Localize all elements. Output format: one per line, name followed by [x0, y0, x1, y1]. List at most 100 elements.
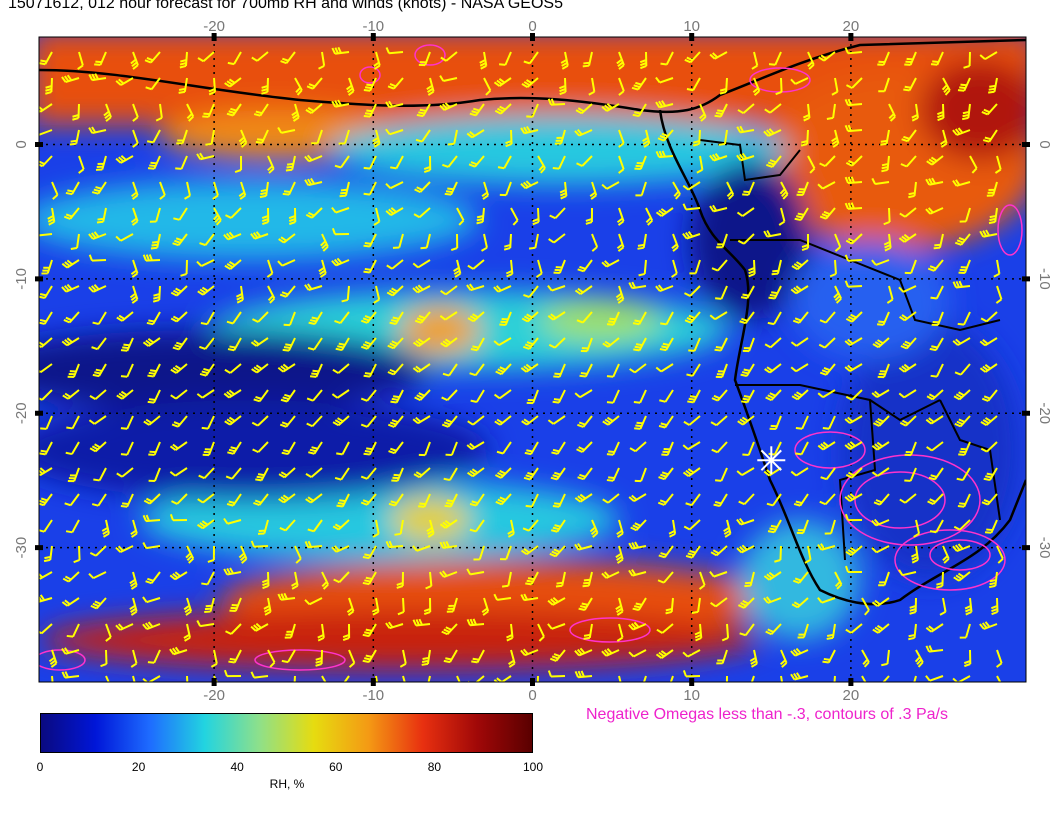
- wind-barb: [988, 77, 998, 94]
- wind-barb: [819, 311, 836, 324]
- wind-barb: [742, 181, 755, 196]
- wind-barb: [305, 467, 323, 479]
- wind-barb: [426, 77, 435, 96]
- wind-barb: [737, 415, 755, 426]
- wind-barb: [711, 259, 728, 272]
- wind-barb: [88, 254, 107, 262]
- wind-barb: [737, 233, 755, 245]
- wind-barb: [390, 389, 404, 404]
- wind-barb: [929, 519, 944, 534]
- wind-barb: [710, 597, 728, 608]
- wind-barb: [777, 675, 785, 682]
- wind-barb: [954, 233, 971, 246]
- wind-barb: [547, 98, 566, 106]
- wind-barb: [101, 519, 110, 538]
- wind-barb: [844, 441, 863, 450]
- wind-barb: [332, 415, 350, 427]
- wind-barb: [658, 467, 674, 481]
- wind-barb: [940, 129, 948, 148]
- wind-barb: [628, 493, 647, 503]
- wind-barb: [481, 233, 488, 252]
- wind-barb: [363, 77, 377, 92]
- wind-barb: [234, 155, 243, 173]
- wind-barb: [807, 155, 816, 174]
- wind-barb: [291, 571, 299, 590]
- wind-barb: [423, 597, 432, 616]
- wind-barb: [129, 571, 138, 590]
- wind-barb: [442, 155, 458, 168]
- wind-barb: [416, 103, 431, 118]
- wind-barb: [961, 103, 971, 121]
- wind-barb: [469, 493, 485, 507]
- wind-barb: [822, 415, 836, 430]
- wind-barb: [778, 207, 786, 226]
- wind-barb: [115, 545, 134, 553]
- wind-barb: [692, 129, 701, 147]
- wind-barb: [845, 389, 863, 401]
- wind-barb: [861, 597, 870, 616]
- wind-barb: [552, 155, 566, 170]
- wind-barb: [696, 155, 704, 174]
- wind-barb: [927, 259, 944, 272]
- wind-barb: [872, 337, 890, 349]
- wind-barb: [993, 259, 1001, 278]
- wind-barb: [714, 103, 728, 118]
- wind-barb: [661, 441, 674, 456]
- wind-barb: [63, 207, 80, 220]
- wind-barb: [439, 311, 458, 321]
- wind-barb: [208, 77, 217, 96]
- wind-barb: [549, 545, 566, 558]
- wind-barb: [282, 181, 296, 196]
- wind-barb: [360, 389, 377, 402]
- wind-barb: [65, 441, 80, 456]
- wind-barb: [64, 493, 80, 507]
- wind-barb: [280, 389, 296, 403]
- wind-barb: [320, 233, 329, 252]
- wind-barb: [143, 415, 161, 426]
- wind-barb: [982, 129, 998, 143]
- wind-barb: [634, 415, 647, 430]
- wind-barb: [396, 571, 404, 589]
- wind-barb: [185, 545, 195, 564]
- wind-barb: [439, 540, 458, 549]
- wind-barb: [709, 311, 728, 321]
- wind-barb: [186, 103, 195, 122]
- wind-barb: [601, 103, 620, 112]
- wind-barb: [800, 129, 809, 147]
- wind-barb: [466, 441, 485, 451]
- wind-barb: [904, 441, 917, 457]
- wind-barb: [575, 103, 593, 115]
- wind-barb: [682, 649, 701, 658]
- wind-barb: [88, 571, 107, 580]
- wind-barb: [736, 517, 755, 526]
- wind-barb: [363, 155, 377, 170]
- wind-barb: [959, 207, 971, 223]
- wind-barb: [963, 51, 971, 69]
- wind-barb: [709, 571, 728, 578]
- wind-barb: [420, 233, 431, 250]
- wind-barb: [721, 623, 730, 642]
- wind-barb: [259, 181, 269, 199]
- wind-barb: [227, 441, 242, 455]
- wind-barb: [278, 493, 296, 504]
- wind-barb: [845, 545, 863, 556]
- wind-barb: [61, 283, 80, 293]
- colorbar-tick-label: 0: [36, 760, 44, 774]
- wind-barb: [88, 73, 107, 82]
- wind-barb: [989, 571, 998, 589]
- wind-barb: [494, 467, 512, 479]
- wind-barb: [481, 597, 490, 616]
- wind-barb: [601, 259, 620, 268]
- wind-barb: [699, 103, 707, 122]
- wind-barb: [387, 415, 404, 428]
- wind-barb: [130, 259, 139, 278]
- wind-barb: [225, 623, 242, 635]
- wind-barb: [956, 467, 971, 482]
- wind-barb: [373, 51, 381, 70]
- wind-barb: [439, 102, 458, 111]
- wind-barb: [224, 363, 242, 374]
- wind-barb: [877, 311, 890, 326]
- wind-barb: [684, 51, 701, 64]
- wind-barb: [418, 493, 431, 508]
- wind-barb: [235, 285, 244, 304]
